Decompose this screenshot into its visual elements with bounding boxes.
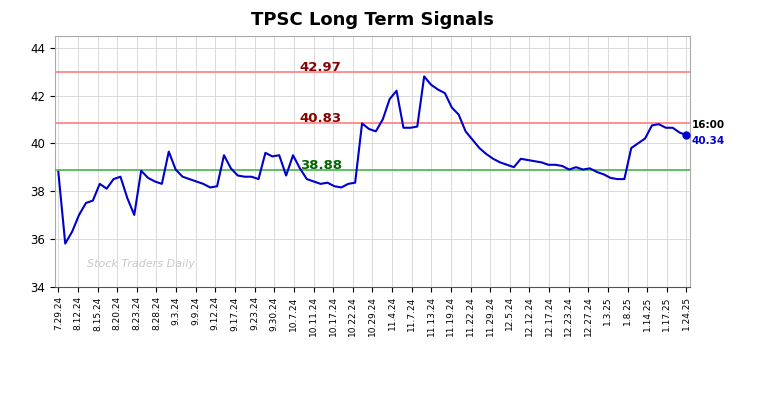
Text: 42.97: 42.97 xyxy=(299,61,342,74)
Text: Stock Traders Daily: Stock Traders Daily xyxy=(86,258,194,269)
Text: 16:00: 16:00 xyxy=(692,120,725,130)
Text: 40.83: 40.83 xyxy=(299,112,342,125)
Title: TPSC Long Term Signals: TPSC Long Term Signals xyxy=(251,11,494,29)
Text: 38.88: 38.88 xyxy=(299,158,342,172)
Text: 40.34: 40.34 xyxy=(692,137,725,146)
